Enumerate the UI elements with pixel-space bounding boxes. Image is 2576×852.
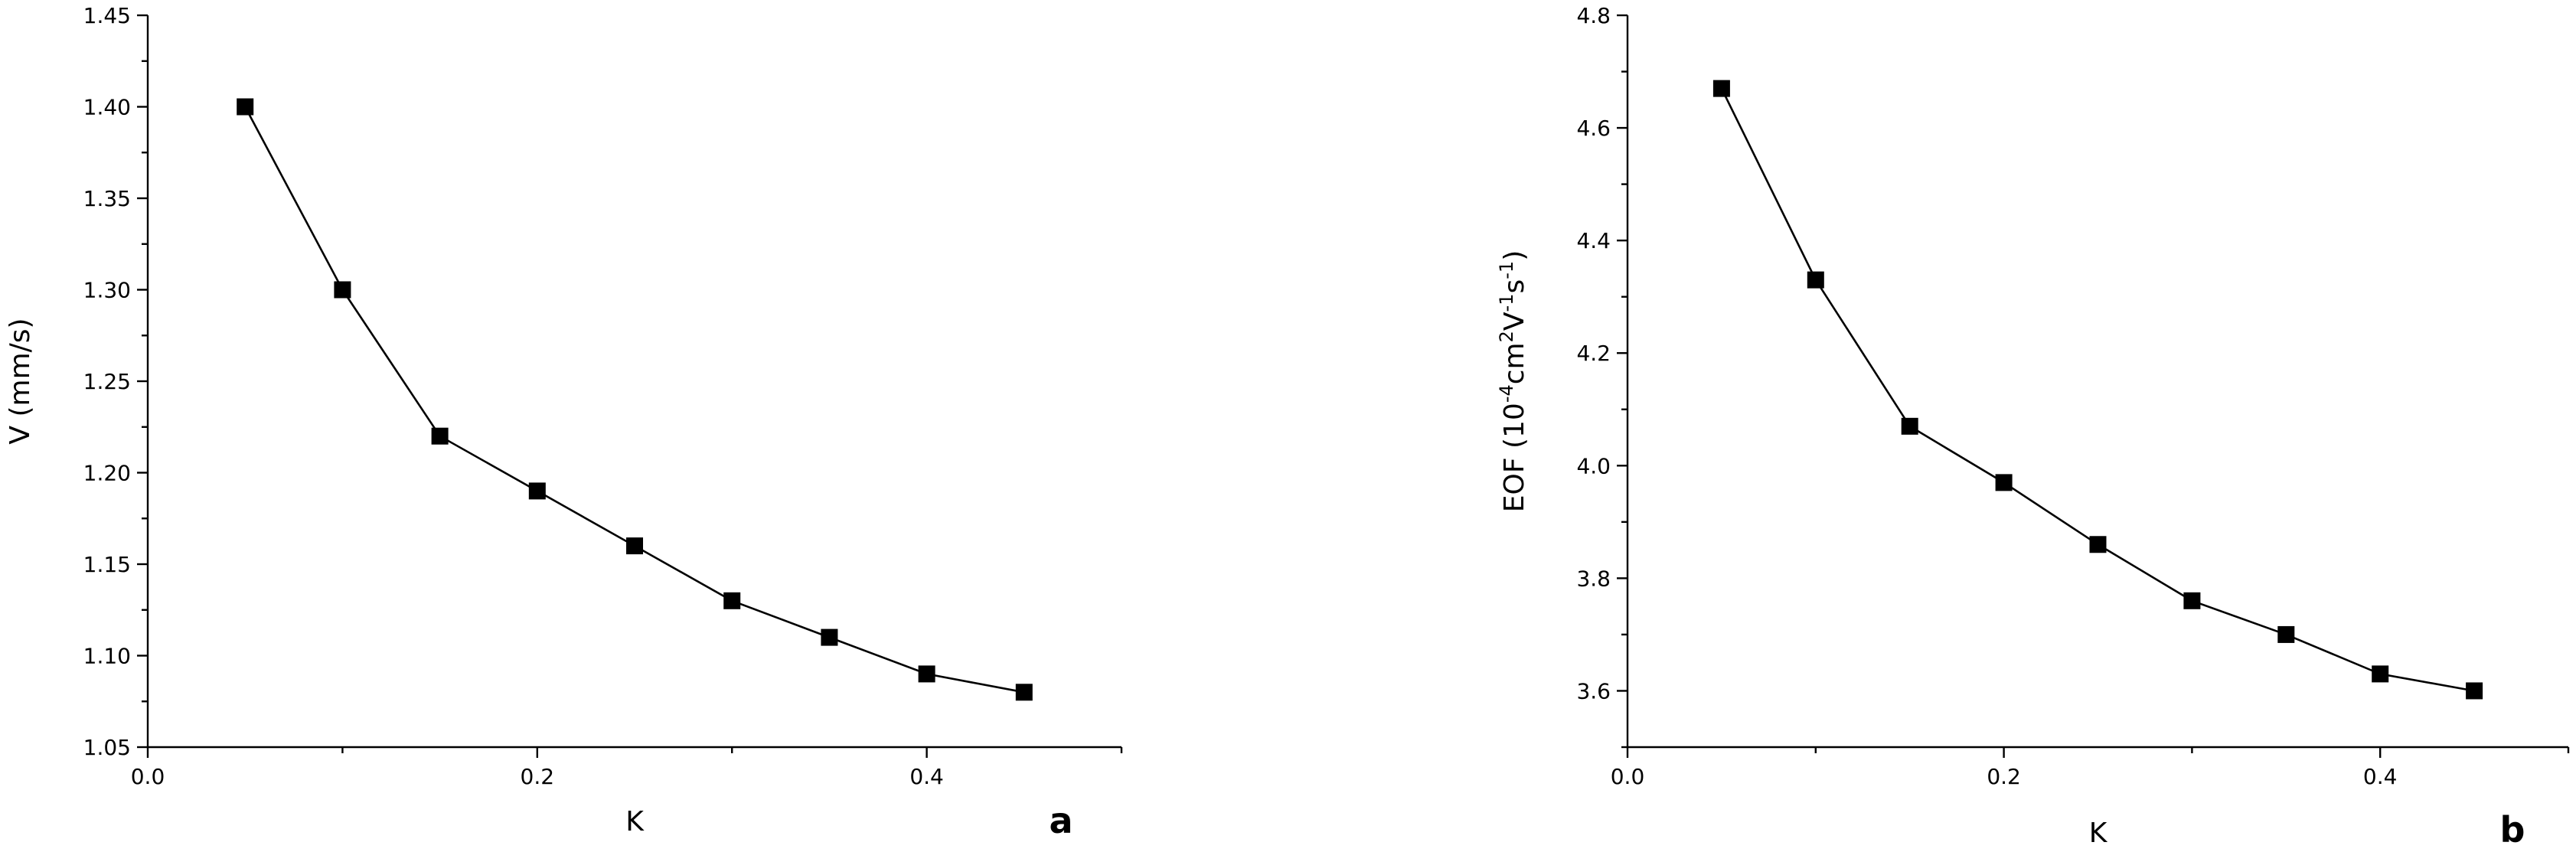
data-point	[1712, 80, 1730, 97]
chart-a-x-axis-title: K	[625, 806, 645, 837]
y-tick-label: 3.6	[1576, 678, 1611, 703]
x-tick-label: 0.0	[131, 764, 165, 789]
data-point	[1807, 271, 1824, 289]
y-tick-label: 4.2	[1576, 341, 1611, 366]
y-tick-label: 1.45	[83, 3, 131, 28]
data-point	[237, 98, 254, 116]
chart-a-x-ticks: 0.0 0.2 0.4	[131, 747, 1123, 789]
ylabel-superscript: -1	[1496, 261, 1517, 279]
chart-a-y-ticks: 1.05 1.10 1.15 1.20 1.25 1.30 1.35 1.40 1.45	[83, 3, 148, 760]
x-tick-label: 0.2	[521, 764, 555, 789]
data-point	[1995, 474, 2013, 491]
data-point	[918, 665, 935, 683]
data-point	[334, 281, 351, 299]
chart-a-axes	[146, 15, 1121, 749]
x-tick-label: 0.4	[2363, 764, 2398, 789]
data-point	[2372, 665, 2389, 683]
chart-b: 3.6 3.8 4.0 4.2 4.4 4.6 4.8 0.0 0.2 0.4 K EOF (1…	[1496, 3, 2570, 850]
chart-b-x-ticks: 0.0 0.2 0.4	[1611, 747, 2570, 789]
chart-a-markers	[237, 98, 1033, 701]
y-tick-label: 4.4	[1576, 228, 1611, 253]
y-tick-label: 1.05	[83, 735, 131, 760]
chart-b-markers	[1712, 80, 2483, 700]
data-point	[821, 628, 838, 646]
y-tick-label: 1.20	[83, 461, 131, 486]
chart-b-y-axis-title: EOF (10-4cm2V-1s-1)	[1496, 250, 1530, 513]
data-point	[2277, 625, 2295, 643]
x-tick-label: 0.2	[1987, 764, 2021, 789]
data-point	[2089, 536, 2107, 553]
y-tick-label: 4.0	[1576, 453, 1611, 478]
ylabel-text: cm	[1499, 342, 1530, 384]
chart-b-panel-letter: b	[2500, 809, 2525, 850]
x-tick-label: 0.4	[909, 764, 944, 789]
ylabel-text: V	[1499, 312, 1530, 331]
chart-b-x-axis-title: K	[2089, 818, 2108, 849]
ylabel-text: s	[1499, 279, 1530, 294]
chart-a: 1.05 1.10 1.15 1.20 1.25 1.30 1.35 1.40 1.45 0.0…	[5, 3, 1123, 841]
data-point	[528, 482, 546, 500]
y-tick-label: 1.40	[83, 95, 131, 120]
ylabel-text: )	[1499, 250, 1530, 261]
ylabel-superscript: 2	[1496, 331, 1517, 342]
chart-a-y-axis-title: V (mm/s)	[5, 318, 36, 444]
y-tick-label: 3.8	[1576, 566, 1611, 591]
chart-a-series-line	[244, 106, 1025, 694]
data-point	[2466, 682, 2483, 700]
data-point	[626, 537, 643, 555]
data-point	[1901, 417, 1918, 435]
x-tick-label: 0.0	[1611, 764, 1645, 789]
ylabel-superscript: -4	[1496, 384, 1517, 403]
y-tick-label: 1.15	[83, 552, 131, 577]
data-point	[723, 592, 741, 609]
ylabel-text: EOF (10	[1499, 403, 1530, 512]
chart-b-axes	[1626, 15, 2568, 749]
y-tick-label: 1.30	[83, 278, 131, 303]
data-point	[1015, 684, 1033, 701]
y-tick-label: 1.10	[83, 644, 131, 669]
chart-b-series-line	[1720, 88, 2475, 692]
data-point	[431, 427, 449, 445]
chart-b-y-ticks: 3.6 3.8 4.0 4.2 4.4 4.6 4.8	[1576, 3, 1628, 749]
y-tick-label: 1.25	[83, 369, 131, 394]
data-point	[2183, 592, 2201, 609]
y-tick-label: 1.35	[83, 186, 131, 211]
y-tick-label: 4.6	[1576, 116, 1611, 141]
ylabel-superscript: -1	[1496, 293, 1517, 312]
chart-a-panel-letter: a	[1049, 800, 1073, 841]
y-tick-label: 4.8	[1576, 3, 1611, 28]
